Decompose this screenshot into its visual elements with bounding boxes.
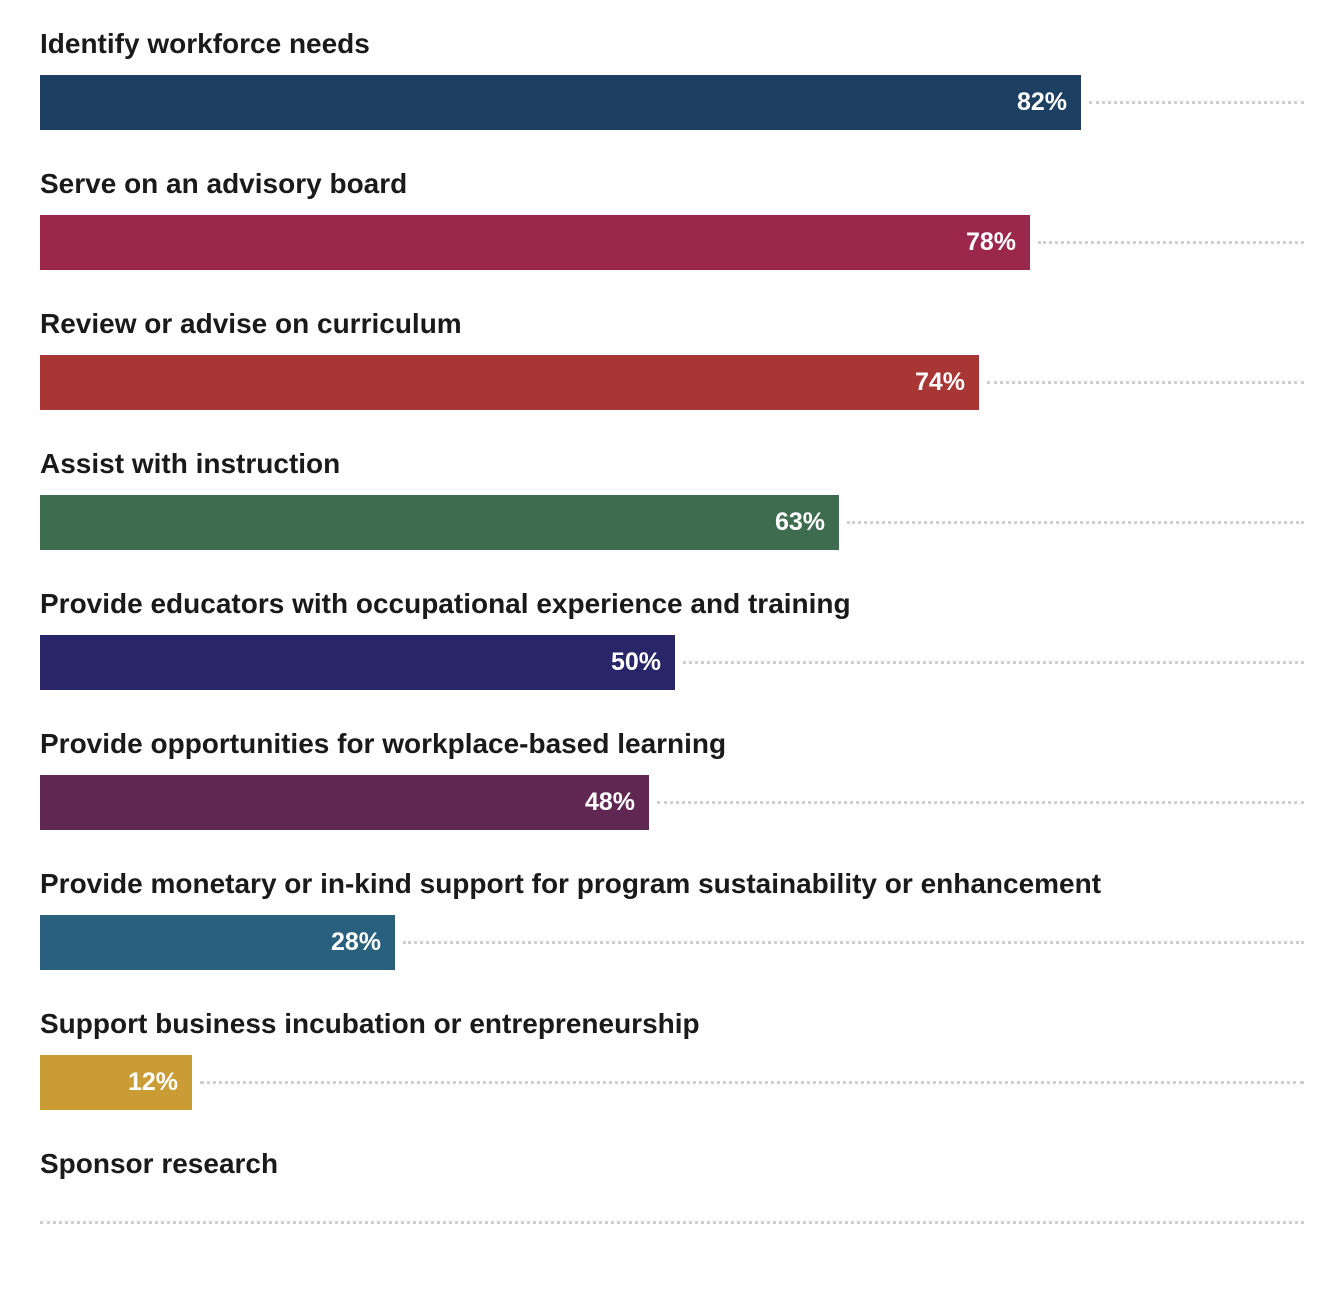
bar: 74% [40,355,979,410]
dotted-guide-line [200,1081,1304,1084]
bar: 78% [40,215,1030,270]
value-label: 12% [127,1068,178,1096]
bar: 82% [40,75,1081,130]
dotted-guide-line [987,381,1304,384]
bar-row: Assist with instruction 63% [40,420,1304,550]
dotted-guide-line [1038,241,1304,244]
bar-row: Review or advise on curriculum 74% [40,280,1304,410]
category-label: Provide monetary or in-kind support for … [40,868,1102,899]
bar: 28% [40,915,395,970]
bar: 63% [40,495,839,550]
value-label: 63% [774,508,825,536]
dotted-guide-line [403,941,1304,944]
value-label: 82% [1016,88,1067,116]
bar-row: Provide monetary or in-kind support for … [40,840,1304,970]
category-label: Assist with instruction [40,448,341,479]
value-label: 78% [965,228,1016,256]
bar-row: Provide opportunities for workplace-base… [40,700,1304,830]
bar-track: 50% [40,635,1304,690]
category-label: Provide opportunities for workplace-base… [40,728,727,759]
category-label: Serve on an advisory board [40,168,408,199]
dotted-guide-line [657,801,1304,804]
bar-track: 78% [40,215,1304,270]
bar-track: 28% [40,915,1304,970]
dotted-guide-line [1089,101,1304,104]
bar-track [40,1195,1304,1250]
value-label: 50% [610,648,661,676]
dotted-guide-line [847,521,1304,524]
category-label: Provide educators with occupational expe… [40,588,851,619]
bar-track: 74% [40,355,1304,410]
dotted-guide-line [683,661,1304,664]
category-label: Identify workforce needs [40,28,370,59]
bar-row: Serve on an advisory board 78% [40,140,1304,270]
bar-track: 82% [40,75,1304,130]
value-label: 48% [584,788,635,816]
value-label: 74% [914,368,965,396]
bar-row: Sponsor research [40,1120,1304,1250]
value-label: 28% [330,928,381,956]
dotted-guide-line [40,1221,1304,1224]
bar-row: Support business incubation or entrepren… [40,980,1304,1110]
bar: 50% [40,635,675,690]
bar-row: Provide educators with occupational expe… [40,560,1304,690]
category-label: Review or advise on curriculum [40,308,462,339]
category-label: Support business incubation or entrepren… [40,1008,700,1039]
bar-track: 63% [40,495,1304,550]
bar-track: 12% [40,1055,1304,1110]
bar-track: 48% [40,775,1304,830]
category-label: Sponsor research [40,1148,279,1179]
bar: 12% [40,1055,192,1110]
bar-row: Identify workforce needs 82% [40,0,1304,130]
bar: 48% [40,775,649,830]
